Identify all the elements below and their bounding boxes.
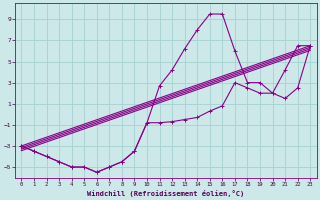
X-axis label: Windchill (Refroidissement éolien,°C): Windchill (Refroidissement éolien,°C) [87,190,244,197]
